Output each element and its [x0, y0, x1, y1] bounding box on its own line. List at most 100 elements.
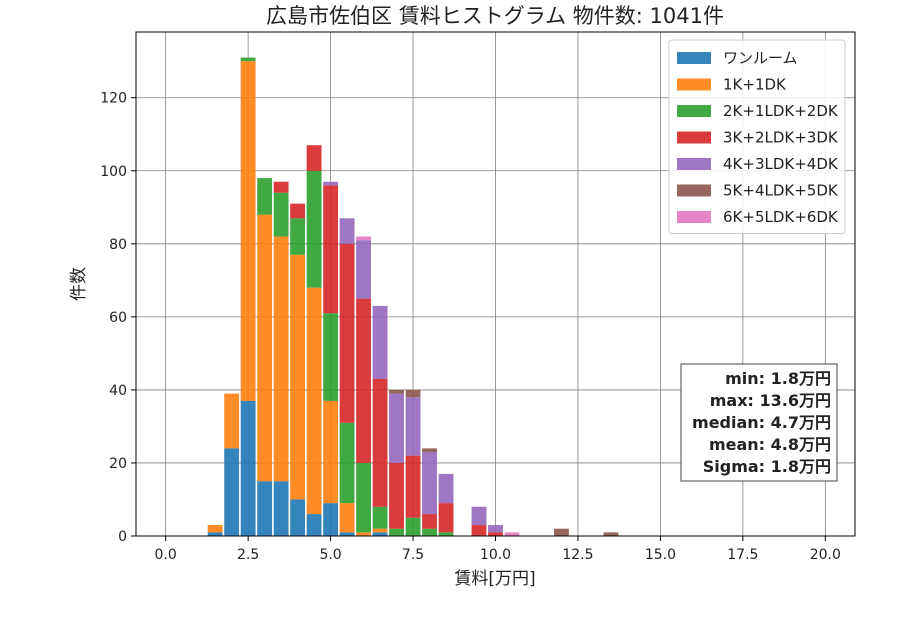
- bar-segment-series-6: [356, 236, 371, 241]
- bar-segment-series-3: [438, 503, 454, 533]
- legend-swatch: [677, 131, 711, 144]
- legend-label: 1K+1DK: [723, 76, 787, 94]
- bar-segment-series-3: [372, 378, 388, 507]
- bar-segment-series-1: [224, 393, 240, 449]
- bar-segment-series-2: [438, 532, 454, 536]
- bar-segment-series-5: [422, 448, 437, 452]
- x-tick-label: 20.0: [810, 547, 841, 563]
- bar-segment-series-0: [290, 499, 306, 536]
- bar-segment-series-2: [290, 218, 306, 255]
- stats-line: min: 1.8万円: [725, 369, 831, 388]
- bar-segment-series-3: [471, 525, 487, 536]
- bar-segment-series-3: [273, 181, 289, 193]
- legend-label: 6K+5LDK+6DK: [723, 208, 839, 226]
- bar-segment-series-4: [389, 393, 404, 463]
- bar-segment-series-0: [240, 400, 256, 536]
- bars: [207, 57, 619, 536]
- bar-segment-series-0: [207, 532, 223, 536]
- x-tick-label: 2.5: [237, 547, 259, 563]
- legend-label: ワンルーム: [723, 49, 798, 67]
- bar-segment-series-0: [257, 481, 273, 536]
- bar-segment-series-2: [323, 313, 339, 401]
- x-tick-label: 10.0: [480, 547, 511, 563]
- bar-segment-series-1: [339, 503, 355, 533]
- y-axis-label: 件数: [69, 267, 89, 301]
- bar-segment-series-2: [389, 528, 404, 536]
- bar-segment-series-0: [323, 503, 339, 536]
- bar-segment-series-4: [323, 181, 339, 186]
- bar-segment-series-3: [306, 145, 322, 171]
- bar-segment-series-5: [603, 532, 619, 536]
- bar-segment-series-1: [290, 254, 306, 500]
- y-tick-label: 80: [109, 237, 127, 253]
- bar-segment-series-3: [389, 462, 404, 529]
- bar-segment-series-3: [356, 298, 371, 463]
- legend: ワンルーム 1K+1DK 2K+1LDK+2DK 3K+2LDK+3DK 4K+3LDK…: [668, 39, 846, 234]
- bar-segment-series-2: [240, 57, 256, 62]
- y-tick-label: 40: [109, 383, 127, 399]
- x-tick-label: 15.0: [645, 547, 676, 563]
- bar-segment-series-4: [356, 240, 371, 299]
- legend-box: [668, 39, 846, 234]
- stats-line: median: 4.7万円: [692, 413, 831, 432]
- axis-ticks: 0.0 2.5 5.0 7.5 10.0 12.5 15.0 17.5 20.0 0 20 40 60 8…: [100, 91, 841, 563]
- legend-swatch: [677, 158, 711, 170]
- x-tick-label: 5.0: [319, 547, 341, 563]
- legend-swatch: [677, 184, 711, 197]
- x-tick-label: 17.5: [727, 547, 758, 563]
- x-axis-label: 賃料[万円]: [454, 569, 535, 589]
- x-tick-label: 12.5: [562, 547, 593, 563]
- bar-segment-series-0: [339, 532, 355, 536]
- legend-swatch: [677, 78, 711, 91]
- bar-segment-series-1: [356, 532, 371, 536]
- y-tick-label: 0: [118, 529, 127, 545]
- x-tick-label: 0.0: [155, 547, 177, 563]
- bar-segment-series-4: [372, 305, 388, 379]
- bar-segment-series-5: [554, 528, 569, 536]
- stats-line: mean: 4.8万円: [709, 435, 831, 454]
- bar-segment-series-3: [323, 185, 339, 314]
- bar-segment-series-0: [273, 481, 289, 536]
- bar-segment-series-1: [306, 287, 322, 515]
- bar-segment-series-2: [422, 528, 437, 536]
- stats-box: min: 1.8万円 max: 13.6万円 median: 4.7万円 mean: …: [680, 363, 838, 482]
- bar-segment-series-4: [422, 452, 437, 515]
- y-tick-label: 100: [100, 164, 127, 180]
- bar-segment-series-0: [224, 448, 240, 536]
- bar-segment-series-4: [471, 506, 487, 526]
- bar-segment-series-2: [257, 178, 273, 215]
- stats-frame: [680, 363, 838, 482]
- legend-swatch: [677, 52, 711, 64]
- bar-segment-series-3: [339, 243, 355, 423]
- y-tick-label: 20: [109, 456, 127, 472]
- bar-segment-series-0: [372, 532, 388, 536]
- legend-label: 4K+3LDK+4DK: [723, 155, 839, 173]
- bar-segment-series-5: [405, 389, 421, 398]
- bar-segment-series-4: [438, 473, 454, 504]
- bar-segment-series-3: [290, 203, 306, 219]
- bar-segment-series-1: [372, 528, 388, 533]
- stats-line: max: 13.6万円: [710, 391, 831, 410]
- bar-segment-series-2: [372, 506, 388, 529]
- legend-swatch: [677, 105, 711, 117]
- bar-segment-series-1: [257, 214, 273, 482]
- bar-segment-series-1: [323, 400, 339, 504]
- y-tick-label: 120: [100, 91, 127, 107]
- bar-segment-series-2: [273, 192, 289, 237]
- legend-label: 2K+1LDK+2DK: [723, 102, 839, 120]
- bar-segment-series-5: [389, 389, 404, 394]
- stats-line: Sigma: 1.8万円: [703, 457, 831, 476]
- grid: [136, 32, 855, 537]
- bar-segment-series-4: [488, 525, 503, 533]
- legend-label: 5K+4LDK+5DK: [723, 182, 839, 200]
- bar-segment-series-1: [207, 525, 223, 533]
- legend-label: 3K+2LDK+3DK: [723, 129, 839, 147]
- bar-segment-series-6: [504, 532, 520, 536]
- bar-segment-series-1: [273, 236, 289, 482]
- bar-segment-series-3: [488, 532, 503, 536]
- bar-segment-series-2: [339, 422, 355, 504]
- bar-segment-series-3: [422, 514, 437, 529]
- y-tick-label: 60: [109, 310, 127, 326]
